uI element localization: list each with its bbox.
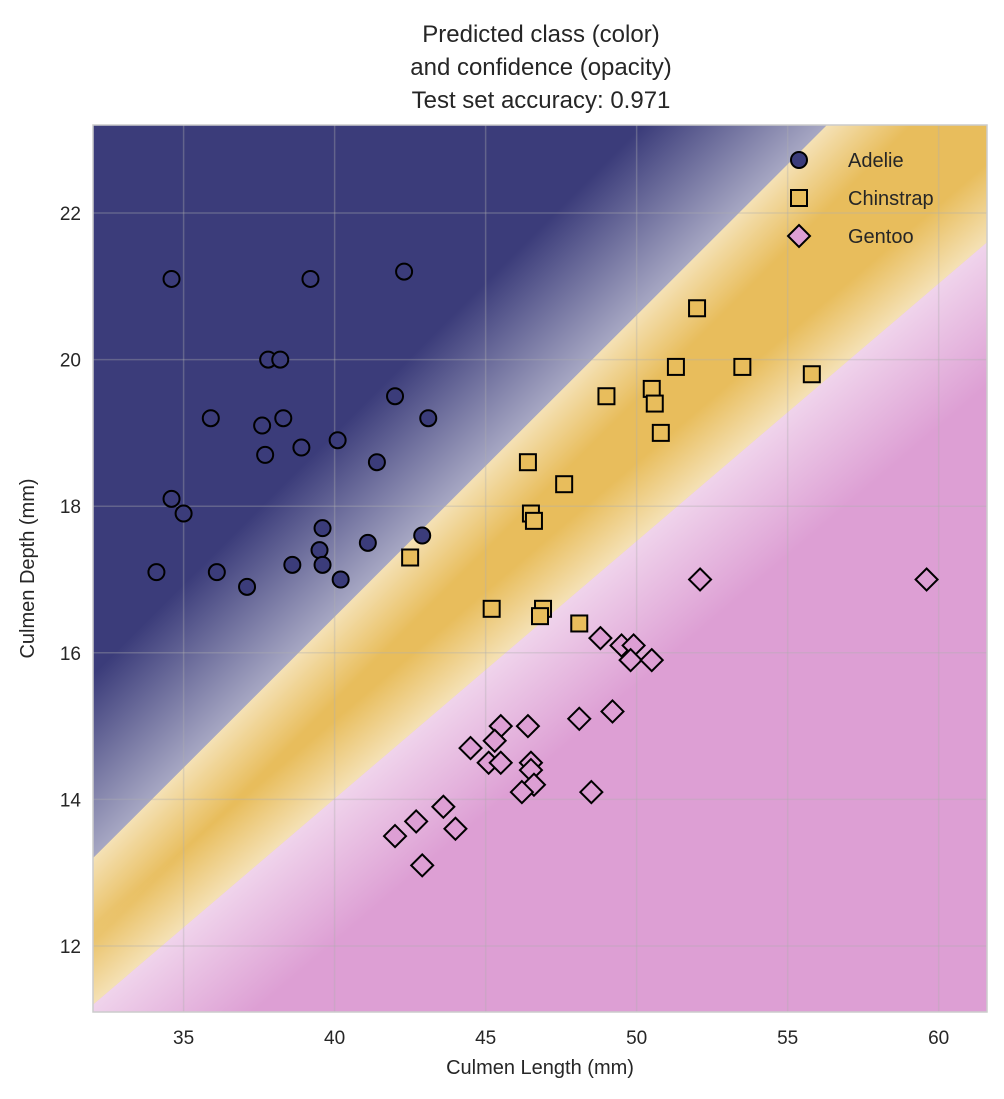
legend-label: Gentoo <box>848 226 914 248</box>
point-chinstrap <box>401 548 420 567</box>
point-gentoo <box>430 794 456 820</box>
point-adelie <box>162 269 181 288</box>
point-adelie <box>413 526 432 545</box>
point-adelie <box>174 504 193 523</box>
point-adelie <box>313 519 332 538</box>
point-chinstrap <box>555 475 574 494</box>
x-axis: 35 40 45 50 55 60 <box>173 1028 949 1049</box>
point-gentoo <box>914 567 940 592</box>
point-chinstrap <box>733 357 752 376</box>
point-adelie <box>301 269 320 288</box>
point-chinstrap <box>645 394 664 413</box>
point-gentoo <box>482 728 508 754</box>
point-adelie <box>162 489 181 508</box>
x-tick-label: 50 <box>626 1028 647 1049</box>
legend-item-gentoo: Gentoo <box>786 223 914 249</box>
point-adelie <box>238 577 257 596</box>
point-adelie <box>292 438 311 457</box>
legend-label: Chinstrap <box>848 188 934 210</box>
point-chinstrap <box>642 379 661 398</box>
x-axis-label: Culmen Length (mm) <box>446 1057 634 1079</box>
y-tick-label: 14 <box>60 790 82 811</box>
point-gentoo <box>687 567 713 592</box>
series-gentoo <box>382 567 940 878</box>
y-tick-label: 12 <box>60 937 81 958</box>
x-tick-label: 40 <box>324 1028 345 1049</box>
point-adelie <box>313 555 332 574</box>
point-gentoo <box>403 808 429 834</box>
point-gentoo <box>488 750 514 776</box>
legend-marker-circle-icon <box>790 151 808 169</box>
point-gentoo <box>443 816 468 842</box>
y-axis-label: Culmen Depth (mm) <box>17 478 39 658</box>
y-tick-label: 18 <box>60 497 81 518</box>
y-tick-label: 22 <box>60 204 81 225</box>
point-gentoo <box>618 647 644 673</box>
title-line-3: Test set accuracy: 0.971 <box>412 87 671 114</box>
point-gentoo <box>578 779 604 805</box>
point-adelie <box>274 409 293 428</box>
x-tick-label: 55 <box>777 1028 798 1049</box>
point-adelie <box>201 409 220 428</box>
point-adelie <box>256 445 275 464</box>
x-tick-label: 35 <box>173 1028 194 1049</box>
point-chinstrap <box>570 614 589 633</box>
legend-item-adelie: Adelie <box>790 150 904 172</box>
y-tick-label: 20 <box>60 351 81 372</box>
series-chinstrap <box>401 299 821 633</box>
point-adelie <box>147 563 166 582</box>
point-gentoo <box>600 699 625 724</box>
point-chinstrap <box>482 599 501 618</box>
point-gentoo <box>515 713 541 739</box>
point-gentoo <box>639 647 665 673</box>
legend-label: Adelie <box>848 150 904 172</box>
point-chinstrap <box>688 299 707 318</box>
y-tick-label: 16 <box>60 644 81 665</box>
title-line-1: Predicted class (color) <box>422 21 659 48</box>
y-axis: 12 14 16 18 20 22 <box>60 204 82 958</box>
point-gentoo <box>409 852 435 878</box>
point-chinstrap <box>524 511 543 530</box>
point-adelie <box>331 570 350 589</box>
point-chinstrap <box>651 423 670 442</box>
point-gentoo <box>566 706 592 732</box>
point-gentoo <box>458 735 483 761</box>
point-adelie <box>328 431 347 450</box>
series-adelie <box>147 262 438 596</box>
plot-frame <box>92 124 988 1013</box>
point-gentoo <box>509 779 535 805</box>
point-adelie <box>367 453 386 472</box>
data-points <box>147 262 940 878</box>
point-chinstrap <box>666 357 685 376</box>
legend: Adelie Chinstrap Gentoo <box>786 150 934 249</box>
point-adelie <box>310 541 329 560</box>
x-tick-label: 45 <box>475 1028 496 1049</box>
point-adelie <box>358 533 377 552</box>
point-chinstrap <box>518 453 537 472</box>
point-adelie <box>419 409 438 428</box>
grid <box>93 125 987 1012</box>
point-gentoo <box>382 823 408 849</box>
point-adelie <box>271 350 290 369</box>
point-adelie <box>395 262 414 281</box>
point-adelie <box>253 416 272 435</box>
point-gentoo <box>587 625 613 651</box>
legend-marker-square-icon <box>790 189 808 207</box>
point-chinstrap <box>802 365 821 384</box>
chart-title: Predicted class (color) and confidence (… <box>410 21 672 114</box>
point-adelie <box>207 563 226 582</box>
x-tick-label: 60 <box>928 1028 949 1049</box>
legend-marker-diamond-icon <box>786 223 812 249</box>
point-chinstrap <box>597 387 616 406</box>
title-line-2: and confidence (opacity) <box>410 54 672 81</box>
point-adelie <box>283 555 302 574</box>
legend-item-chinstrap: Chinstrap <box>790 188 934 210</box>
point-adelie <box>386 387 405 406</box>
point-chinstrap <box>531 607 549 626</box>
